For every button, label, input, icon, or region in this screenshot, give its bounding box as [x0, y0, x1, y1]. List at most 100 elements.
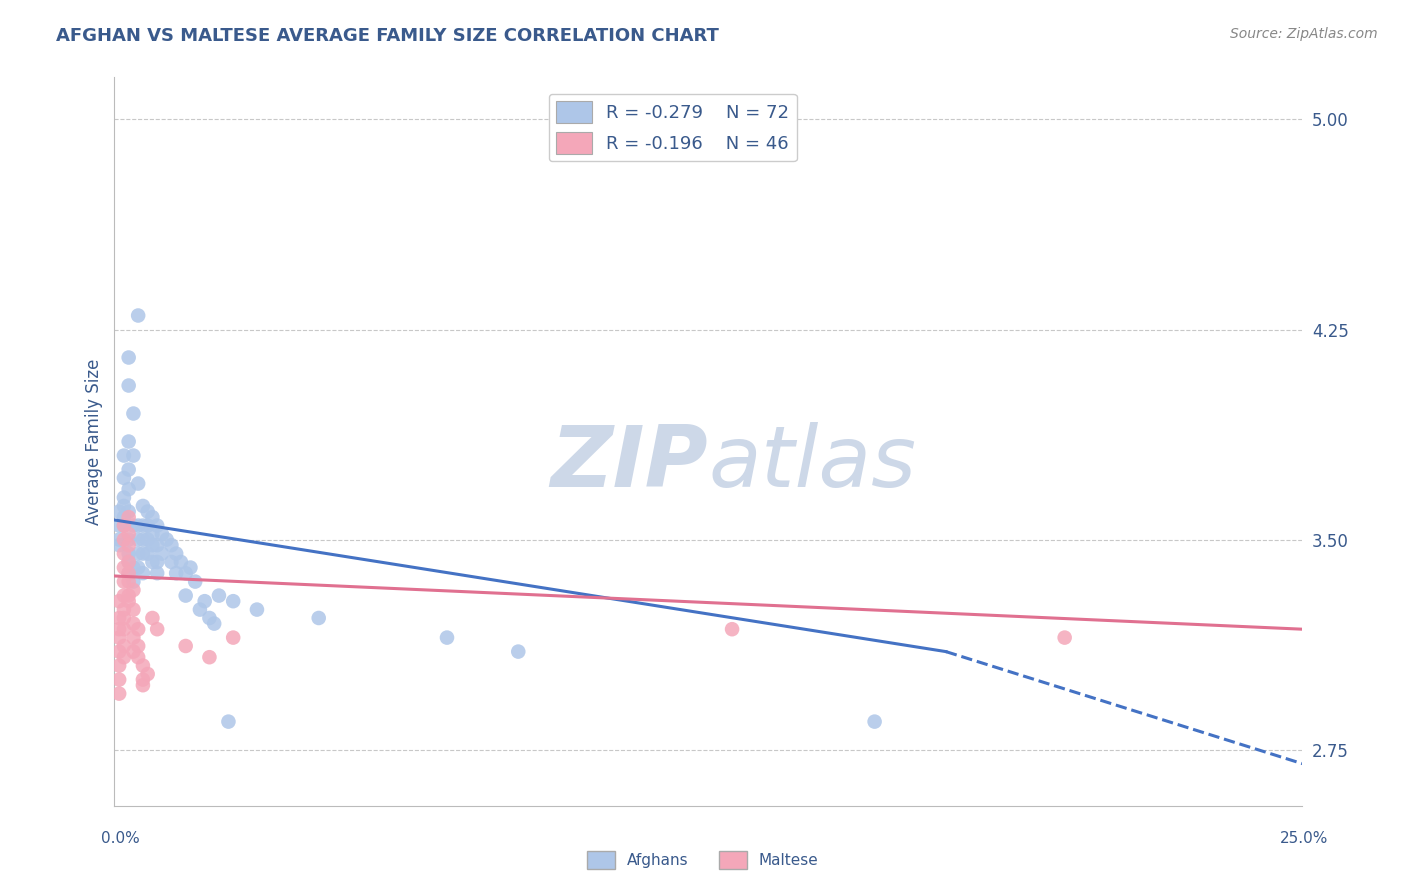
Point — [118, 555, 141, 569]
Point — [118, 434, 141, 449]
Point — [122, 644, 145, 658]
Point — [118, 351, 141, 365]
Point — [108, 622, 131, 636]
Point — [170, 555, 193, 569]
Point — [156, 533, 179, 547]
Text: AFGHAN VS MALTESE AVERAGE FAMILY SIZE CORRELATION CHART: AFGHAN VS MALTESE AVERAGE FAMILY SIZE CO… — [56, 27, 718, 45]
Point — [118, 527, 141, 541]
Point — [174, 589, 197, 603]
Text: 25.0%: 25.0% — [1281, 831, 1329, 846]
Point — [198, 650, 221, 665]
Point — [1053, 631, 1076, 645]
Point — [141, 538, 163, 552]
Point — [160, 555, 183, 569]
Point — [122, 449, 145, 463]
Point — [108, 504, 131, 518]
Point — [118, 533, 141, 547]
Point — [308, 611, 330, 625]
Point — [246, 602, 269, 616]
Point — [127, 639, 149, 653]
Point — [141, 510, 163, 524]
Point — [188, 602, 211, 616]
Point — [208, 589, 231, 603]
Point — [127, 309, 149, 323]
Point — [141, 527, 163, 541]
Point — [198, 611, 221, 625]
Point — [127, 560, 149, 574]
Point — [160, 538, 183, 552]
Point — [127, 622, 149, 636]
Point — [112, 510, 135, 524]
Point — [222, 594, 245, 608]
Point — [118, 482, 141, 496]
Point — [132, 547, 155, 561]
Point — [118, 378, 141, 392]
Point — [118, 566, 141, 581]
Point — [108, 538, 131, 552]
Point — [112, 574, 135, 589]
Point — [112, 622, 135, 636]
Point — [112, 471, 135, 485]
Point — [118, 462, 141, 476]
Point — [127, 650, 149, 665]
Text: ZIP: ZIP — [551, 422, 709, 505]
Point — [108, 594, 131, 608]
Point — [118, 566, 141, 581]
Point — [108, 631, 131, 645]
Point — [118, 555, 141, 569]
Point — [122, 602, 145, 616]
Point — [174, 639, 197, 653]
Point — [436, 631, 458, 645]
Point — [112, 560, 135, 574]
Point — [132, 566, 155, 581]
Point — [132, 518, 155, 533]
Point — [127, 547, 149, 561]
Point — [508, 644, 530, 658]
Point — [118, 574, 141, 589]
Legend: Afghans, Maltese: Afghans, Maltese — [581, 845, 825, 875]
Point — [112, 449, 135, 463]
Point — [122, 560, 145, 574]
Point — [118, 538, 141, 552]
Point — [863, 714, 886, 729]
Point — [146, 622, 169, 636]
Point — [136, 667, 159, 681]
Point — [132, 673, 155, 687]
Point — [108, 673, 131, 687]
Point — [194, 594, 217, 608]
Point — [132, 499, 155, 513]
Point — [174, 566, 197, 581]
Point — [136, 547, 159, 561]
Point — [217, 714, 239, 729]
Point — [108, 518, 131, 533]
Point — [112, 650, 135, 665]
Point — [146, 518, 169, 533]
Point — [108, 533, 131, 547]
Point — [146, 555, 169, 569]
Point — [112, 518, 135, 533]
Text: Source: ZipAtlas.com: Source: ZipAtlas.com — [1230, 27, 1378, 41]
Point — [108, 658, 131, 673]
Point — [136, 533, 159, 547]
Point — [108, 611, 131, 625]
Point — [112, 518, 135, 533]
Point — [141, 611, 163, 625]
Point — [122, 616, 145, 631]
Point — [122, 631, 145, 645]
Point — [112, 602, 135, 616]
Point — [184, 574, 207, 589]
Y-axis label: Average Family Size: Average Family Size — [86, 359, 103, 524]
Point — [112, 639, 135, 653]
Point — [112, 611, 135, 625]
Point — [112, 491, 135, 505]
Point — [146, 566, 169, 581]
Point — [112, 499, 135, 513]
Point — [108, 687, 131, 701]
Point — [122, 407, 145, 421]
Point — [118, 589, 141, 603]
Point — [112, 533, 135, 547]
Point — [150, 547, 173, 561]
Point — [122, 518, 145, 533]
Point — [118, 594, 141, 608]
Point — [118, 547, 141, 561]
